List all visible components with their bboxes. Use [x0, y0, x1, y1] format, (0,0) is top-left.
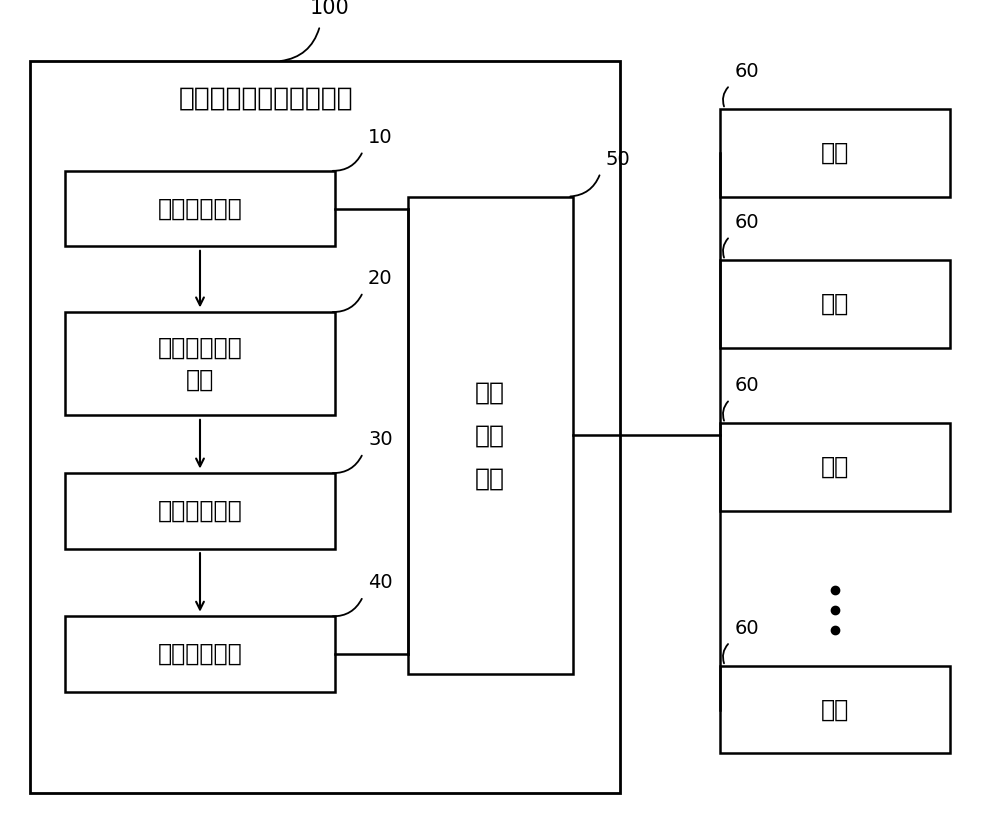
Text: 内核: 内核	[821, 455, 849, 479]
Text: 内核: 内核	[821, 698, 849, 722]
Text: 50: 50	[606, 149, 630, 169]
Text: 10: 10	[368, 128, 393, 147]
Text: 20: 20	[368, 269, 393, 288]
Bar	[408, 196, 572, 674]
Text: 60: 60	[735, 619, 760, 638]
Text: 内核: 内核	[821, 292, 849, 316]
Bar	[720, 666, 950, 753]
Bar	[65, 616, 335, 691]
Text: 计算性能分析
模块: 计算性能分析 模块	[158, 336, 242, 391]
Bar	[720, 423, 950, 511]
Bar	[30, 61, 620, 793]
Bar	[65, 312, 335, 415]
Text: 频点统计模块: 频点统计模块	[158, 642, 242, 666]
Text: 频点
调整
模块: 频点 调整 模块	[475, 380, 505, 490]
Text: 60: 60	[735, 62, 760, 81]
Bar	[720, 260, 950, 347]
Text: 计算设备的芯片调频装置: 计算设备的芯片调频装置	[179, 85, 353, 111]
Text: 频率调整模块: 频率调整模块	[158, 499, 242, 523]
Text: 100: 100	[310, 0, 350, 17]
Text: 60: 60	[735, 214, 760, 233]
Bar	[720, 109, 950, 196]
Text: 内核: 内核	[821, 141, 849, 165]
Text: 频点设置模块: 频点设置模块	[158, 196, 242, 220]
Bar	[65, 473, 335, 549]
Text: 60: 60	[735, 376, 760, 395]
Text: 30: 30	[368, 430, 393, 449]
Text: 40: 40	[368, 573, 393, 592]
Bar	[65, 171, 335, 247]
